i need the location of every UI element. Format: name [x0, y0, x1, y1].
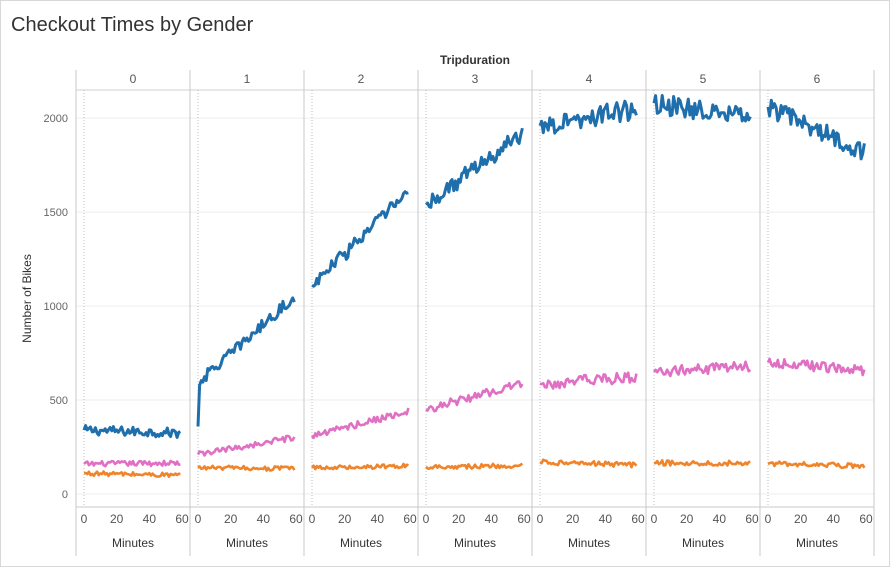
series-1-line-panel-5 [652, 94, 752, 123]
series-3-line-panel-6 [767, 460, 866, 470]
x-tick-label: 0 [537, 512, 544, 526]
x-tick-label: 0 [81, 512, 88, 526]
x-tick-label: 0 [765, 512, 772, 526]
x-axis-label: Minutes [226, 536, 268, 550]
x-tick-label: 60 [175, 512, 189, 526]
series-3-line-panel-3 [425, 462, 524, 471]
series-3-line-panel-4 [539, 458, 638, 469]
x-tick-label: 20 [224, 512, 238, 526]
x-tick-label: 0 [651, 512, 658, 526]
x-tick-label: 0 [309, 512, 316, 526]
x-tick-label: 40 [485, 512, 499, 526]
x-tick-label: 40 [143, 512, 157, 526]
panel-header-3: 3 [472, 72, 479, 86]
series-1-line-panel-1 [196, 296, 296, 427]
x-tick-label: 20 [566, 512, 580, 526]
x-axis-label: Minutes [454, 536, 496, 550]
series-2-line-panel-4 [539, 371, 638, 390]
series-3-line-panel-5 [653, 459, 751, 467]
y-tick-label: 500 [50, 395, 68, 407]
series-2-line-panel-2 [310, 407, 410, 440]
panel-header-5: 5 [700, 72, 707, 86]
y-axis-label: Number of Bikes [20, 254, 34, 343]
y-tick-label: 1000 [44, 301, 68, 313]
x-tick-label: 60 [745, 512, 759, 526]
series-2-line-panel-3 [425, 380, 524, 413]
x-tick-label: 60 [289, 512, 303, 526]
x-tick-label: 60 [517, 512, 531, 526]
series-3-line-panel-2 [310, 462, 409, 471]
x-tick-label: 40 [257, 512, 271, 526]
x-tick-label: 60 [631, 512, 645, 526]
series-2-line-panel-1 [196, 434, 296, 457]
x-axis-label: Minutes [568, 536, 610, 550]
series-2-line-panel-5 [652, 360, 752, 378]
chart-title: Checkout Times by Gender [11, 14, 254, 36]
column-header: Tripduration [440, 53, 510, 67]
x-axis-label: Minutes [682, 536, 724, 550]
series-1-line-panel-2 [311, 190, 409, 288]
series-1-line-panel-0 [82, 424, 182, 439]
x-tick-label: 40 [827, 512, 841, 526]
series-3-line-panel-0 [83, 470, 181, 479]
y-tick-label: 1500 [44, 207, 68, 219]
x-tick-label: 20 [680, 512, 694, 526]
x-tick-label: 20 [794, 512, 808, 526]
x-tick-label: 20 [452, 512, 466, 526]
series-3-line-panel-1 [197, 464, 296, 472]
panel-header-4: 4 [586, 72, 593, 86]
x-tick-label: 60 [859, 512, 873, 526]
x-axis-label: Minutes [112, 536, 154, 550]
x-tick-label: 40 [599, 512, 613, 526]
series-1-line-panel-6 [766, 98, 866, 161]
x-axis-label: Minutes [340, 536, 382, 550]
series-1-line-panel-4 [538, 99, 638, 135]
series-1-line-panel-3 [424, 127, 524, 209]
panel-header-1: 1 [244, 72, 251, 86]
x-tick-label: 40 [371, 512, 385, 526]
y-tick-label: 2000 [44, 113, 68, 125]
x-tick-label: 20 [110, 512, 124, 526]
series-2-line-panel-6 [766, 357, 866, 377]
series-2-line-panel-0 [83, 459, 181, 468]
panel-header-6: 6 [814, 72, 821, 86]
x-tick-label: 0 [195, 512, 202, 526]
x-tick-label: 20 [338, 512, 352, 526]
x-axis-label: Minutes [796, 536, 838, 550]
y-tick-label: 0 [62, 489, 68, 501]
x-tick-label: 60 [403, 512, 417, 526]
panel-header-0: 0 [130, 72, 137, 86]
panel-header-2: 2 [358, 72, 365, 86]
x-tick-label: 0 [423, 512, 430, 526]
x-tick-label: 40 [713, 512, 727, 526]
